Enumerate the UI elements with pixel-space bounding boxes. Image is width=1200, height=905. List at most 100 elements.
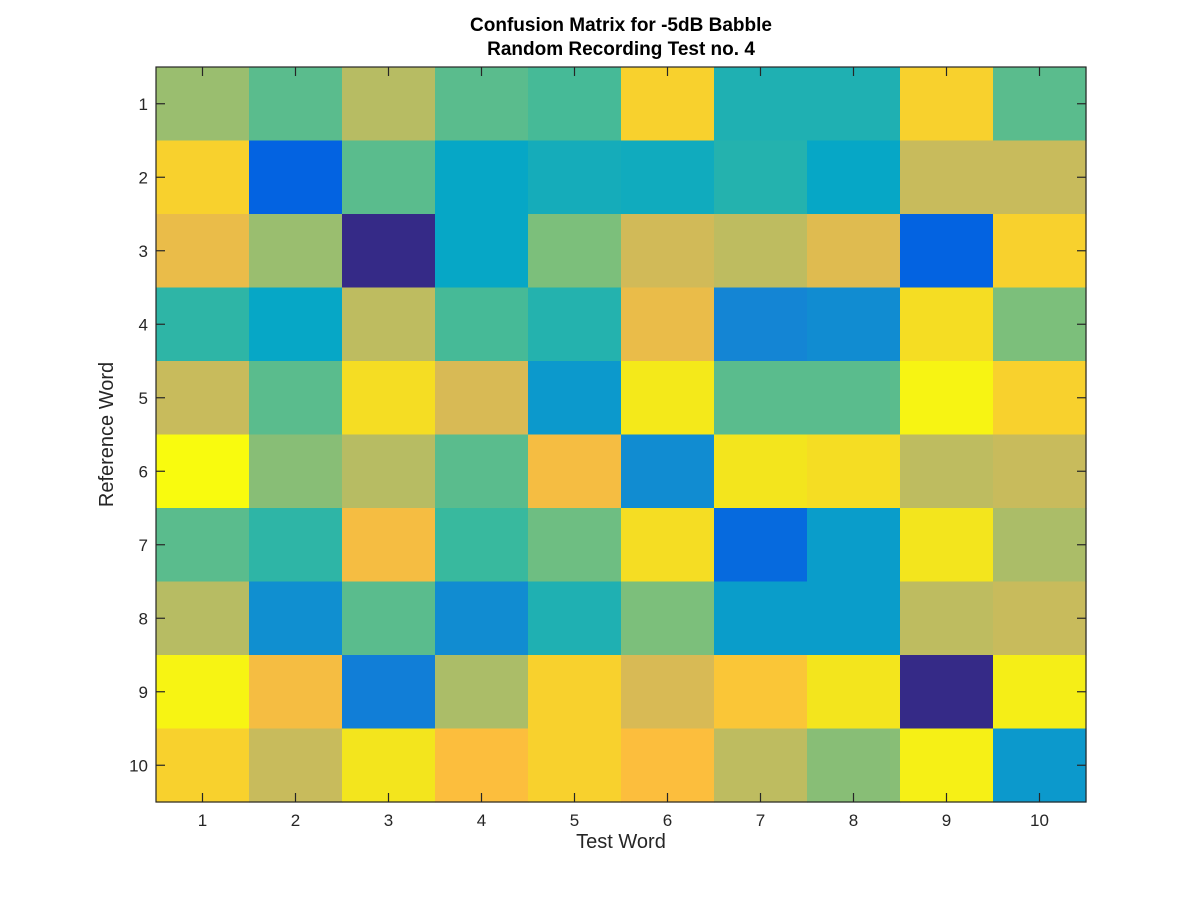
- heatmap-cells: [156, 67, 1087, 803]
- heatmap-cell-r1-c2: [249, 67, 343, 142]
- heatmap-cell-r1-c7: [714, 67, 808, 142]
- heatmap-cell-r10-c8: [807, 728, 901, 803]
- heatmap-cell-r5-c10: [993, 361, 1087, 436]
- x-tick-label: 10: [1030, 811, 1049, 830]
- heatmap-cell-r4-c8: [807, 287, 901, 362]
- heatmap-cell-r8-c6: [621, 581, 715, 656]
- heatmap-cell-r2-c3: [342, 140, 436, 215]
- heatmap-cell-r4-c5: [528, 287, 622, 362]
- heatmap-cell-r5-c7: [714, 361, 808, 436]
- heatmap-cell-r9-c9: [900, 655, 994, 730]
- y-tick-label: 9: [139, 683, 148, 702]
- heatmap-cell-r8-c3: [342, 581, 436, 656]
- y-tick-label: 6: [139, 462, 148, 481]
- heatmap-cell-r3-c1: [156, 214, 250, 289]
- chart-title: Confusion Matrix for -5dB Babble: [470, 15, 772, 36]
- heatmap-cell-r2-c7: [714, 140, 808, 215]
- y-tick-label: 3: [139, 242, 148, 261]
- heatmap-cell-r10-c4: [435, 728, 529, 803]
- heatmap-cell-r10-c10: [993, 728, 1087, 803]
- heatmap-cell-r9-c2: [249, 655, 343, 730]
- heatmap-cell-r2-c2: [249, 140, 343, 215]
- heatmap-cell-r1-c8: [807, 67, 901, 142]
- heatmap-cell-r10-c7: [714, 728, 808, 803]
- y-tick-label: 10: [129, 756, 148, 775]
- x-tick-label: 5: [570, 811, 579, 830]
- heatmap-cell-r7-c7: [714, 508, 808, 583]
- heatmap-cell-r5-c3: [342, 361, 436, 436]
- heatmap-cell-r8-c2: [249, 581, 343, 656]
- y-axis-label: Reference Word: [96, 362, 118, 507]
- heatmap-cell-r10-c3: [342, 728, 436, 803]
- heatmap-cell-r10-c2: [249, 728, 343, 803]
- heatmap-cell-r9-c7: [714, 655, 808, 730]
- y-tick-label: 8: [139, 609, 148, 628]
- heatmap-cell-r6-c5: [528, 434, 622, 509]
- heatmap-cell-r1-c4: [435, 67, 529, 142]
- heatmap-cell-r6-c7: [714, 434, 808, 509]
- heatmap-cell-r6-c9: [900, 434, 994, 509]
- heatmap-cell-r7-c2: [249, 508, 343, 583]
- x-tick-labels: 1 2 3 4 5 6 7 8 9 10: [198, 811, 1049, 830]
- x-axis-label: Test Word: [576, 831, 666, 853]
- heatmap-cell-r5-c9: [900, 361, 994, 436]
- heatmap-cell-r6-c6: [621, 434, 715, 509]
- heatmap-cell-r10-c6: [621, 728, 715, 803]
- heatmap-cell-r1-c1: [156, 67, 250, 142]
- heatmap-cell-r5-c1: [156, 361, 250, 436]
- heatmap-cell-r8-c7: [714, 581, 808, 656]
- heatmap-cell-r2-c8: [807, 140, 901, 215]
- heatmap-cell-r1-c6: [621, 67, 715, 142]
- x-tick-label: 4: [477, 811, 486, 830]
- heatmap-cell-r7-c3: [342, 508, 436, 583]
- heatmap-cell-r2-c9: [900, 140, 994, 215]
- x-tick-label: 1: [198, 811, 207, 830]
- heatmap-cell-r3-c7: [714, 214, 808, 289]
- heatmap-cell-r6-c10: [993, 434, 1087, 509]
- heatmap-cell-r8-c9: [900, 581, 994, 656]
- heatmap-cell-r5-c4: [435, 361, 529, 436]
- heatmap-cell-r5-c2: [249, 361, 343, 436]
- y-tick-label: 2: [139, 168, 148, 187]
- heatmap-cell-r8-c5: [528, 581, 622, 656]
- heatmap-cell-r10-c1: [156, 728, 250, 803]
- heatmap-cell-r6-c4: [435, 434, 529, 509]
- y-tick-label: 5: [139, 389, 148, 408]
- heatmap-cell-r5-c6: [621, 361, 715, 436]
- heatmap-cell-r2-c1: [156, 140, 250, 215]
- heatmap-cell-r9-c1: [156, 655, 250, 730]
- heatmap-cell-r7-c1: [156, 508, 250, 583]
- heatmap-cell-r8-c4: [435, 581, 529, 656]
- plot-frame: [155, 66, 1087, 803]
- heatmap-cell-r7-c6: [621, 508, 715, 583]
- heatmap-cell-r2-c5: [528, 140, 622, 215]
- heatmap-cell-r10-c9: [900, 728, 994, 803]
- heatmap-cell-r9-c10: [993, 655, 1087, 730]
- axis-ticks: [156, 67, 1086, 802]
- heatmap-cell-r2-c4: [435, 140, 529, 215]
- y-tick-label: 7: [139, 536, 148, 555]
- heatmap-cell-r1-c9: [900, 67, 994, 142]
- heatmap-cell-r9-c6: [621, 655, 715, 730]
- x-tick-label: 9: [942, 811, 951, 830]
- heatmap-cell-r1-c5: [528, 67, 622, 142]
- heatmap-cell-r3-c9: [900, 214, 994, 289]
- heatmap-cell-r4-c1: [156, 287, 250, 362]
- x-tick-label: 3: [384, 811, 393, 830]
- heatmap-cell-r1-c3: [342, 67, 436, 142]
- heatmap-cell-r9-c5: [528, 655, 622, 730]
- heatmap-cell-r4-c7: [714, 287, 808, 362]
- heatmap-cell-r7-c10: [993, 508, 1087, 583]
- heatmap-cell-r6-c8: [807, 434, 901, 509]
- heatmap-cell-r3-c3: [342, 214, 436, 289]
- heatmap-cell-r3-c8: [807, 214, 901, 289]
- heatmap-cell-r7-c8: [807, 508, 901, 583]
- heatmap-cell-r10-c5: [528, 728, 622, 803]
- heatmap-cell-r2-c6: [621, 140, 715, 215]
- x-tick-label: 8: [849, 811, 858, 830]
- heatmap-cell-r5-c8: [807, 361, 901, 436]
- heatmap-cell-r4-c2: [249, 287, 343, 362]
- heatmap-cell-r3-c10: [993, 214, 1087, 289]
